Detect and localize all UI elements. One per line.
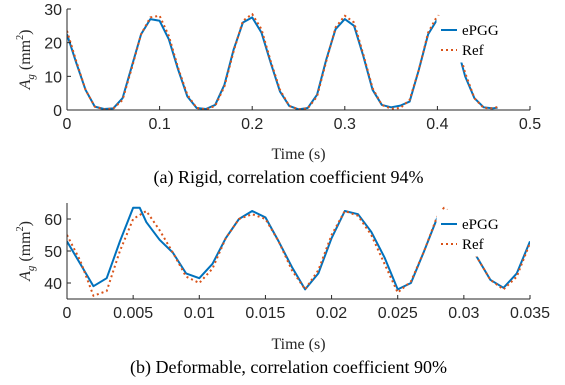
panel-rigid: 0 0.1 0.2 0.3 0.4 0.5 0 10 20 30 Time (s) Ag (mm2) e… [15,2,541,188]
y-axis-label: Ag (mm2) [15,221,37,282]
x-tick-label: 0.02 [316,305,347,322]
y-tick-label: 40 [44,276,62,293]
x-tick-label: 0.3 [334,116,356,133]
x-tick-label: 0 [63,305,72,322]
series-line-ref [67,13,498,111]
y-tick-label: 10 [44,69,62,86]
x-axis-label: Time (s) [271,336,325,353]
y-tick-label: 30 [44,2,62,19]
x-tick-label: 0.03 [448,305,479,322]
y-tick-label: 0 [53,103,62,120]
panel-caption: (b) Deformable, correlation coefficient … [130,357,447,378]
panel-caption: (a) Rigid, correlation coefficient 94% [153,167,423,188]
x-tick-label: 0.005 [113,305,153,322]
legend-label-epgg: ePGG [462,23,499,39]
legend-label-epgg: ePGG [462,217,499,233]
x-tick-label: 0.2 [241,116,263,133]
x-tick-label: 0 [63,116,72,133]
legend-box [436,15,504,63]
legend-label-ref: Ref [462,43,484,59]
panel-deformable: 0 0.005 0.01 0.015 0.02 0.025 0.03 0.035 40 50 60 T… [15,203,550,378]
x-tick-label: 0.01 [184,305,215,322]
x-tick-label: 0.025 [378,305,418,322]
y-tick-label: 60 [44,212,62,229]
x-tick-label: 0.4 [426,116,448,133]
legend-box [436,209,504,257]
x-tick-label: 0.035 [510,305,550,322]
y-tick-label: 20 [44,36,62,53]
x-tick-label: 0.015 [245,305,285,322]
y-axis-label: Ag (mm2) [15,30,37,91]
x-axis-label: Time (s) [271,146,325,163]
series-line-epgg [67,16,498,111]
legend: ePGG Ref [436,15,504,63]
legend: ePGG Ref [436,209,504,257]
legend-label-ref: Ref [462,237,484,253]
y-tick-label: 50 [44,244,62,261]
x-tick-label: 0.5 [519,116,541,133]
x-tick-label: 0.1 [148,116,170,133]
